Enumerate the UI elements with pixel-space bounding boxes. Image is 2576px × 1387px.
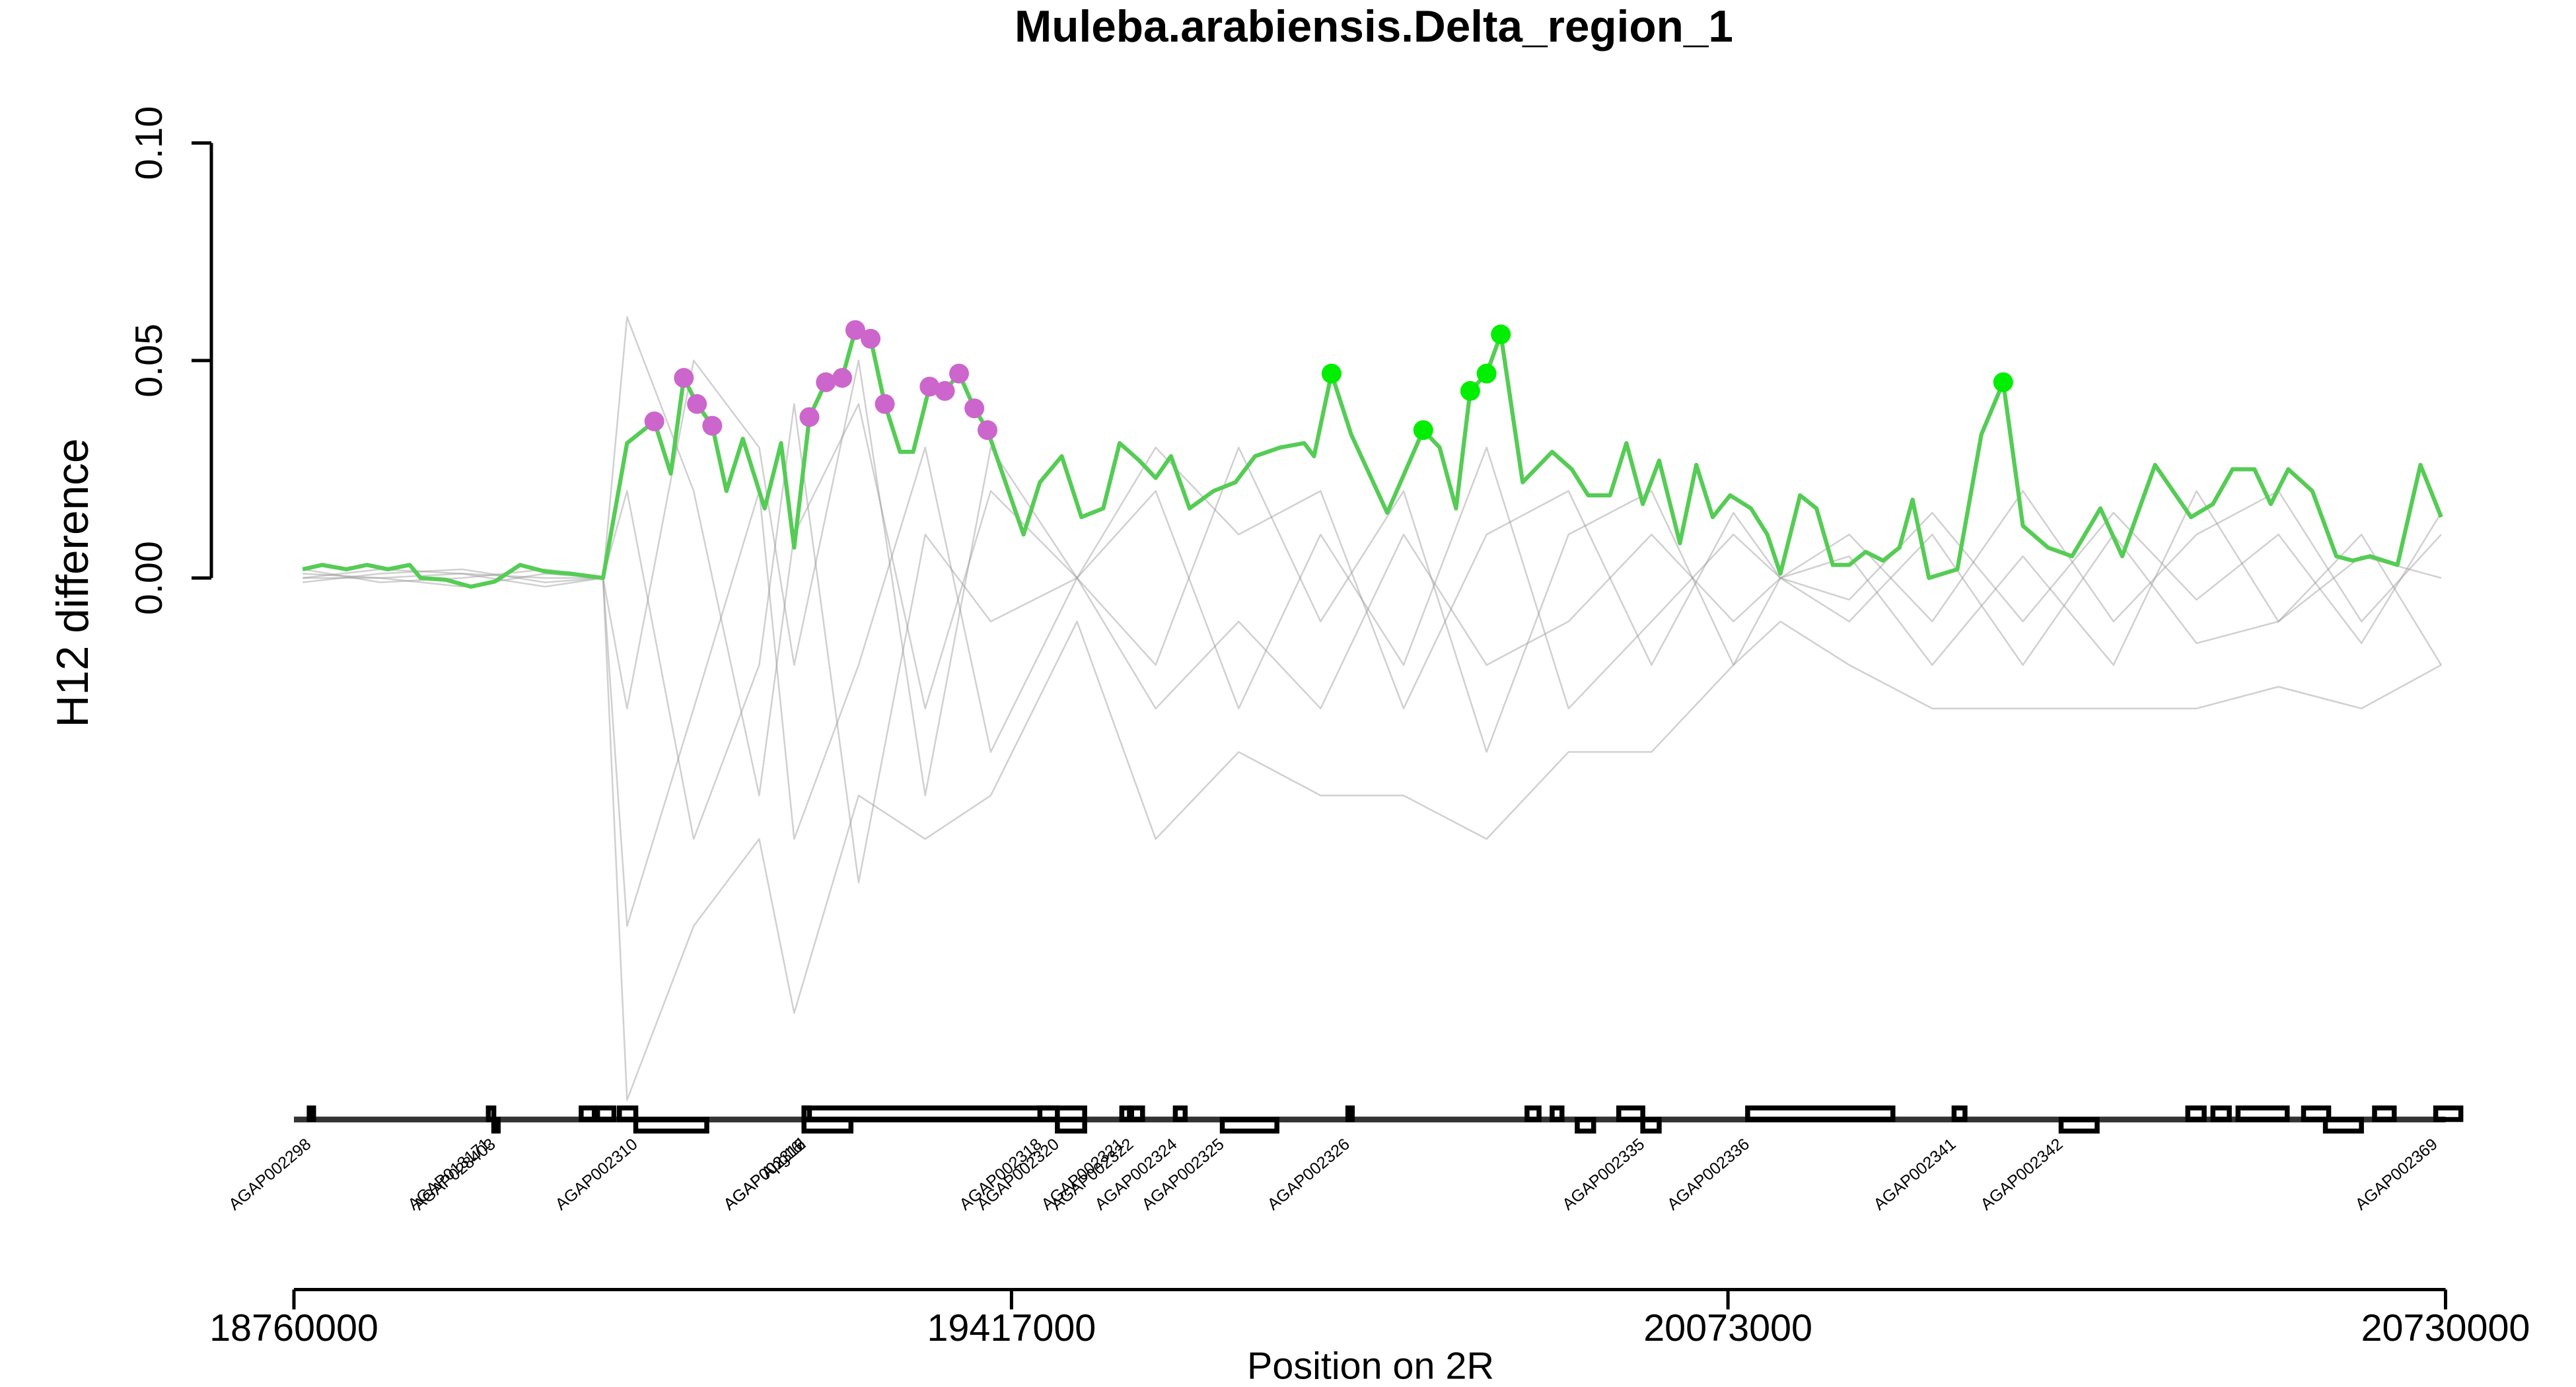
gene-label: AGAP002335 (1559, 1135, 1648, 1214)
gene (1745, 1105, 1896, 1122)
gene (2322, 1117, 2364, 1134)
highlight-point (919, 376, 940, 397)
highlight-point (1321, 363, 1342, 384)
highlight-point (674, 368, 694, 388)
highlight-point (1413, 420, 1433, 441)
gene (2235, 1105, 2290, 1122)
highlight-point (949, 363, 970, 384)
gene (1119, 1105, 1132, 1122)
highlight-point (799, 407, 820, 427)
gene (801, 1105, 1087, 1122)
gene-label: AGAP002298 (225, 1135, 314, 1214)
gene-label: AGAP002326 (1264, 1135, 1353, 1214)
x-tick-label: 19417000 (927, 1307, 1096, 1349)
highlight-point (978, 420, 998, 441)
gene (485, 1105, 497, 1122)
highlight-point (1460, 380, 1480, 401)
x-tick-label: 20730000 (2361, 1307, 2530, 1349)
chart-title: Muleba.arabiensis.Delta_region_1 (1015, 2, 1733, 52)
x-tick-label: 18760000 (209, 1307, 378, 1349)
gene (617, 1105, 639, 1122)
gene (2058, 1117, 2100, 1134)
gene (1129, 1105, 1145, 1122)
series-line (303, 359, 2442, 797)
y-axis-label: H12 difference (48, 439, 98, 728)
series-line (302, 328, 2443, 589)
highlight-point (702, 415, 723, 436)
highlight-point (845, 320, 865, 340)
gene (633, 1117, 709, 1134)
gene-label: AGAP002342 (1977, 1135, 2066, 1214)
gene (579, 1105, 597, 1122)
gene (2185, 1105, 2207, 1122)
gene (2433, 1105, 2464, 1122)
series-line (303, 573, 2442, 1101)
gene-label: AGAP002341 (1870, 1135, 1959, 1214)
series-line (303, 446, 2442, 927)
y-tick-label: 0.05 (128, 324, 170, 398)
gene (2301, 1105, 2332, 1122)
highlight-point (861, 328, 881, 349)
gene (1951, 1105, 1968, 1122)
gene (1640, 1117, 1662, 1134)
gene (306, 1105, 316, 1122)
highlight-point (816, 372, 836, 392)
gene-label: AGAP002336 (1664, 1135, 1753, 1214)
gene (1616, 1105, 1645, 1122)
highlight-point (1491, 324, 1511, 345)
gene (594, 1105, 617, 1122)
highlight-point (832, 368, 853, 388)
y-tick-label: 0.00 (128, 541, 170, 615)
x-tick-label: 20073000 (1643, 1307, 1812, 1349)
highlight-point (964, 398, 985, 419)
gene (1575, 1117, 1596, 1134)
series-line (303, 403, 2442, 884)
gene (491, 1117, 501, 1134)
gene-label: AGAP028403 (410, 1135, 499, 1214)
gene (1172, 1105, 1188, 1122)
x-axis-label: Position on 2R (1247, 1345, 1494, 1387)
gene (1524, 1105, 1542, 1122)
gene-label: AGAP002325 (1138, 1135, 1227, 1214)
highlight-point (1993, 372, 2013, 392)
gene-label: AGAP002310 (552, 1135, 641, 1214)
highlight-point (687, 394, 707, 414)
gene-label: Apg16l (758, 1135, 810, 1182)
series-line (303, 316, 2442, 797)
gene (1219, 1117, 1279, 1134)
highlight-point (875, 394, 895, 414)
gene (1345, 1105, 1355, 1122)
gene (1055, 1117, 1087, 1134)
highlight-point (935, 380, 955, 401)
highlight-point (644, 411, 664, 432)
gene (2210, 1105, 2232, 1122)
gene (2372, 1105, 2397, 1122)
y-tick-label: 0.10 (128, 106, 170, 180)
gene (1550, 1105, 1565, 1122)
gene (1037, 1105, 1060, 1122)
highlight-point (1476, 363, 1497, 384)
gene-label: AGAP002369 (2352, 1135, 2441, 1214)
